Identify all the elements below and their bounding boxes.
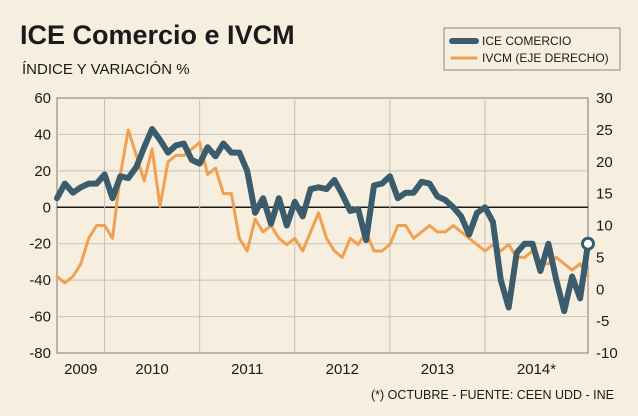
series-line-ice [54,126,591,315]
x-tick-label: 2013 [421,361,454,378]
y-left-tick-label: 20 [34,163,51,180]
series-line-ivcm [55,128,590,285]
y-right-tick-label: 15 [596,186,613,203]
chart-subtitle: ÍNDICE Y VARIACIÓN % [22,61,190,78]
legend-box [443,27,621,71]
y-right-tick-label: -10 [596,345,618,362]
chart-title: ICE Comercio e IVCM [20,20,295,50]
x-tick-label: 2011 [231,361,263,378]
legend-label-ivcm: IVCM (EJE DERECHO) [482,51,609,65]
x-tick-label: 2010 [135,361,168,378]
legend-label-ice: ICE COMERCIO [482,34,571,48]
y-right-tick-label: 0 [596,281,604,298]
y-right-tick-label: 25 [596,122,613,139]
y-left-tick-label: -80 [29,345,51,362]
y-right-tick-label: 30 [596,90,613,107]
source-note: (*) OCTUBRE - FUENTE: CEEN UDD - INE [371,388,614,402]
y-left-tick-label: -60 [29,309,51,326]
y-right-tick-label: -5 [596,313,609,330]
y-left-tick-label: 40 [34,126,51,143]
legend: ICE COMERCIO IVCM (EJE DERECHO) [443,27,621,71]
y-right-tick-label: 5 [596,249,604,266]
y-left-tick-label: 0 [43,199,51,216]
x-tick-label: 2012 [326,361,359,378]
y-right-tick-label: 10 [596,218,613,235]
x-tick-label: 2014* [517,361,556,378]
series-ice-last-marker [581,236,595,251]
y-left-tick-label: -40 [29,272,51,289]
plot-frame [56,97,589,354]
y-right-tick-label: 20 [596,154,613,171]
y-left-tick-label: -20 [29,236,51,253]
y-left-tick-label: 60 [34,90,51,107]
plot-area: 60 40 20 0 -20 -40 -60 -80 30 25 20 15 10 5 0 -5 -10 2009… [29,90,617,378]
x-tick-label: 2009 [64,361,97,378]
